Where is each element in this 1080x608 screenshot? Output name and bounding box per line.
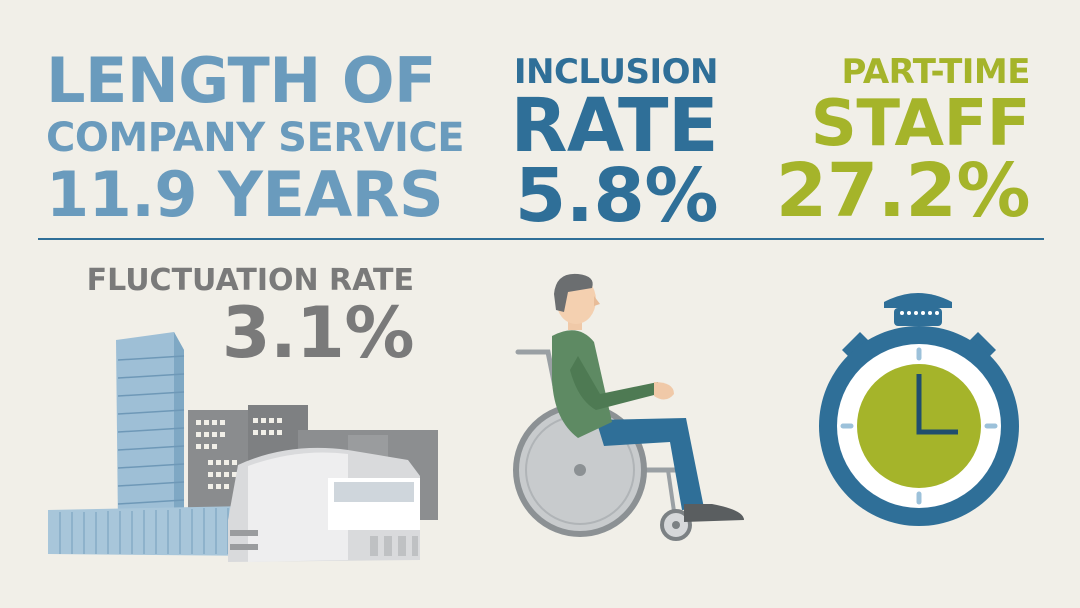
- fluctuation-rate-value: 3.1%: [221, 292, 415, 374]
- wheelchair-user-icon: [513, 273, 744, 541]
- stopwatch-icon: [819, 293, 1019, 526]
- fluctuation-rate-label: FLUCTUATION RATE: [86, 263, 414, 298]
- section-divider: [38, 238, 1044, 240]
- company-buildings-icon: [48, 332, 438, 562]
- inclusion-rate-label-2: RATE: [510, 83, 718, 169]
- inclusion-rate-stat: INCLUSION RATE 5.8%: [510, 55, 718, 233]
- part-time-staff-stat: PART-TIME STAFF 27.2%: [775, 52, 1031, 234]
- length-of-service-label-2: COMPANY SERVICE: [46, 115, 465, 161]
- inclusion-rate-value: 5.8%: [514, 153, 719, 239]
- length-of-service-value: 11.9 YEARS: [46, 158, 444, 231]
- inclusion-rate-label-1: INCLUSION: [513, 52, 719, 92]
- part-time-value: 27.2%: [775, 148, 1031, 234]
- fluctuation-rate-stat: FLUCTUATION RATE 3.1%: [86, 263, 415, 374]
- length-of-service-stat: LENGTH OF COMPANY SERVICE 11.9 YEARS: [46, 44, 465, 231]
- length-of-service-label-1: LENGTH OF: [46, 44, 436, 117]
- part-time-label-2: STAFF: [810, 87, 1031, 161]
- part-time-label-1: PART-TIME: [841, 52, 1031, 92]
